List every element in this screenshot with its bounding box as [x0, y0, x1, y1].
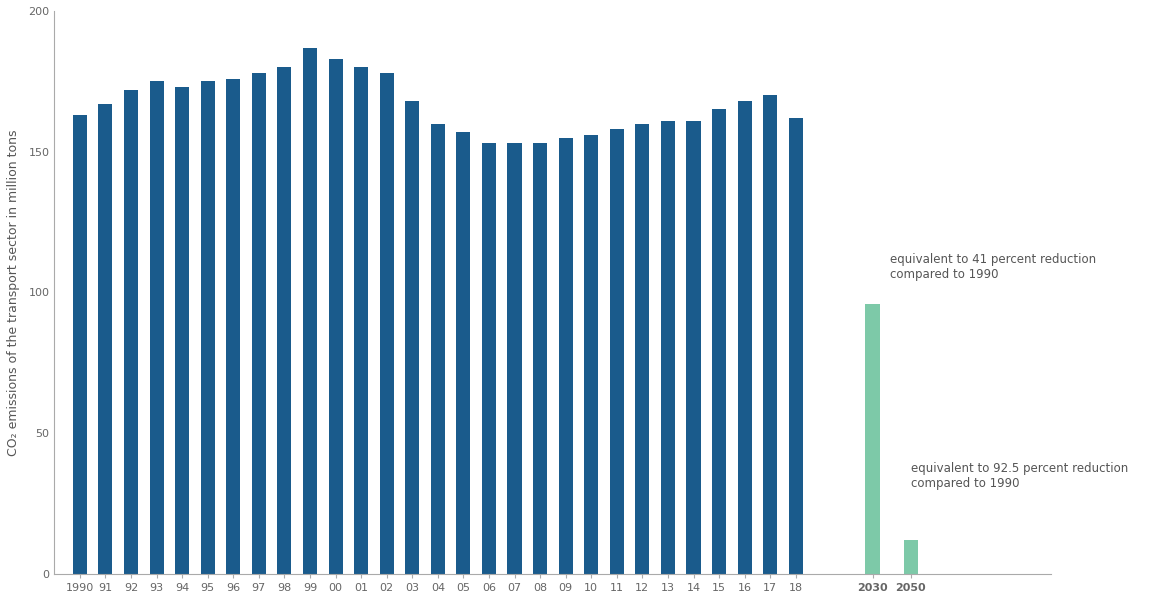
- Bar: [534, 143, 547, 574]
- Bar: [712, 109, 726, 574]
- Bar: [200, 82, 215, 574]
- Bar: [482, 143, 496, 574]
- Bar: [904, 540, 918, 574]
- Bar: [687, 121, 700, 574]
- Text: equivalent to 92.5 percent reduction
compared to 1990: equivalent to 92.5 percent reduction com…: [911, 461, 1128, 490]
- Bar: [635, 124, 650, 574]
- Bar: [559, 137, 573, 574]
- Bar: [380, 73, 393, 574]
- Bar: [354, 67, 368, 574]
- Bar: [737, 101, 752, 574]
- Bar: [99, 104, 113, 574]
- Bar: [175, 87, 189, 574]
- Text: equivalent to 41 percent reduction
compared to 1990: equivalent to 41 percent reduction compa…: [890, 253, 1097, 281]
- Bar: [252, 73, 266, 574]
- Bar: [507, 143, 522, 574]
- Bar: [789, 118, 803, 574]
- Bar: [150, 82, 163, 574]
- Bar: [610, 129, 623, 574]
- Bar: [124, 90, 138, 574]
- Bar: [764, 95, 777, 574]
- Bar: [405, 101, 420, 574]
- Bar: [584, 135, 598, 574]
- Bar: [302, 47, 317, 574]
- Bar: [457, 132, 470, 574]
- Bar: [329, 59, 343, 574]
- Bar: [661, 121, 675, 574]
- Bar: [866, 304, 880, 574]
- Bar: [431, 124, 445, 574]
- Y-axis label: CO₂ emissions of the transport sector in million tons: CO₂ emissions of the transport sector in…: [7, 129, 20, 456]
- Bar: [72, 115, 87, 574]
- Bar: [277, 67, 291, 574]
- Bar: [227, 79, 240, 574]
